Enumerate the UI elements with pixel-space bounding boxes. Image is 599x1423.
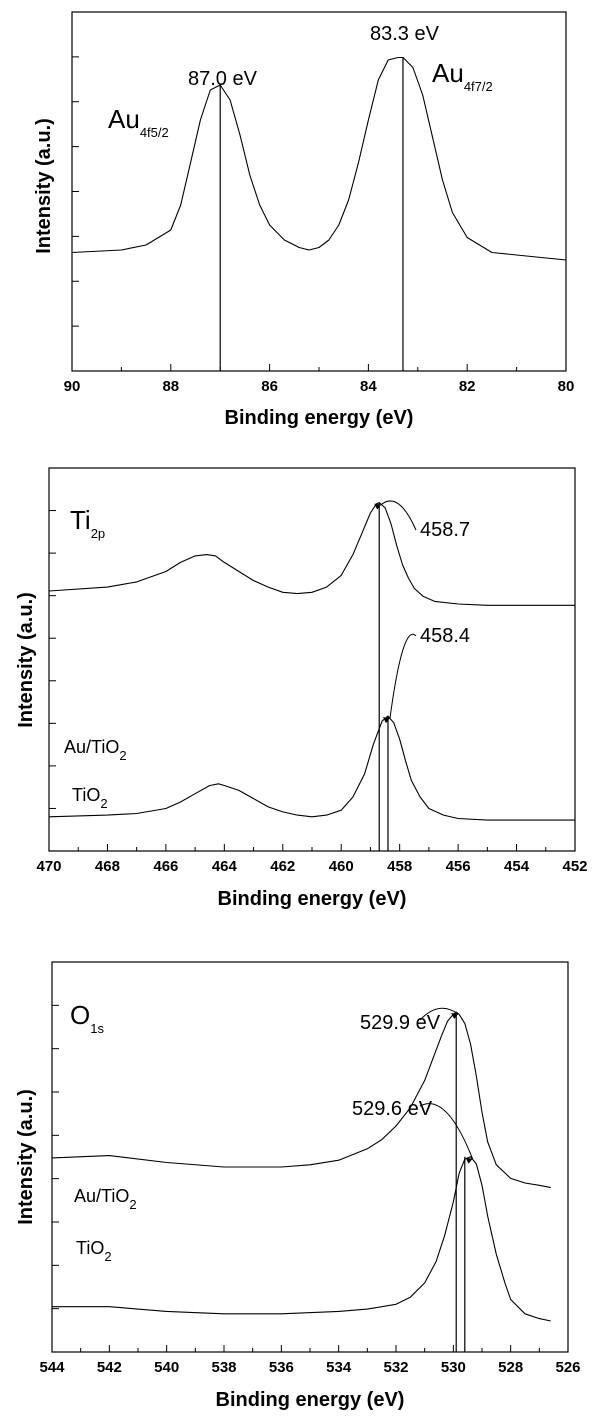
series-label-sub: 2 [119,748,126,763]
y-axis-label: Intensity (a.u.) [15,592,37,728]
peak-label-left: Au4f5/2 [108,104,169,140]
annotation-arrow [380,500,417,531]
x-tick-label: 540 [154,1359,179,1376]
y-ticks [49,510,56,809]
series-line-1 [48,715,575,821]
series-label-sub: 2 [104,1249,111,1264]
panel-label-sub: 1s [90,1021,104,1036]
plot-frame [71,11,567,372]
series-label-sub: 2 [100,796,107,811]
annotation-arrow [419,1103,473,1159]
peak-label-right-sub: 4f7/2 [464,79,493,94]
x-tick-label: 526 [555,1359,580,1376]
annotation-peak-1: 87.0 eV [188,68,258,90]
x-tick-label: 456 [446,858,471,875]
panel-au4f: 90 88 86 84 82 80 87.0 eV 83.3 eV Au4f5/2 Au4… [33,11,575,429]
annotation-peak-1: 458.7 [420,519,470,541]
peak-lines [219,57,404,371]
plot-frame [51,961,569,1353]
annotation-peak-2: 83.3 eV [370,23,440,45]
x-tick-label: 468 [95,858,120,875]
x-tick-label: 88 [162,378,179,395]
x-tick-label: 538 [211,1359,236,1376]
x-tick-label: 464 [212,858,238,875]
x-tick-label: 536 [269,1359,294,1376]
x-tick-label: 534 [326,1359,352,1376]
annotation-arrow [389,633,417,719]
x-axis-label: Binding energy (eV) [225,407,414,429]
x-axis-label: Binding energy (eV) [218,888,407,910]
x-ticks: 470 468 466 464 462 460 458 456 454 452 [36,844,588,875]
annotation-arrow [419,1007,459,1021]
panel-ti2p: 470 468 466 464 462 460 458 456 454 452 458.7 458… [15,467,588,910]
annotation-peak-2: 529.6 eV [352,1098,433,1120]
plot-frame [48,467,576,852]
y-axis-label: Intensity (a.u.) [33,118,55,254]
x-tick-label: 544 [39,1359,65,1376]
x-tick-label: 532 [383,1359,408,1376]
arrow-head-icon [465,1157,473,1164]
x-tick-label: 462 [270,858,295,875]
panel-label: O1s [70,1000,104,1036]
spectra [51,1011,551,1322]
x-ticks: 90 88 86 84 82 80 [64,364,575,395]
x-ticks: 544 542 540 538 536 534 532 530 528 526 [39,1345,581,1376]
series-label-sub: 2 [129,1197,136,1212]
x-tick-label: 470 [36,858,61,875]
spectra [48,502,575,821]
x-tick-label: 86 [261,378,278,395]
series-label-base: Au/TiO [74,1186,129,1206]
x-tick-label: 460 [329,858,354,875]
series-label-tio2: TiO2 [76,1238,112,1264]
peak-label-right: Au4f7/2 [432,58,493,94]
x-tick-label: 82 [459,378,476,395]
panel-label: Ti2p [70,505,105,541]
x-tick-label: 90 [64,378,81,395]
panel-o1s: 544 542 540 538 536 534 532 530 528 526 529.9 eV … [15,961,581,1411]
panel-label-base: O [70,1000,90,1030]
x-tick-label: 458 [387,858,412,875]
series-label-au-tio2: Au/TiO2 [64,737,127,763]
annotation-peak-1: 529.9 eV [360,1012,441,1034]
peak-lines [455,1012,466,1352]
y-ticks [72,56,79,327]
x-tick-label: 84 [360,378,377,395]
series-line-0 [51,1011,551,1189]
annotation-arrows [374,500,417,724]
series-line-1 [52,1156,551,1322]
spectra [71,56,567,261]
x-tick-label: 466 [153,858,178,875]
peak-label-right-base: Au [432,58,464,88]
annotation-peak-2: 458.4 [420,625,470,647]
x-tick-label: 454 [504,858,530,875]
series-line-0 [48,502,575,606]
annotation-arrows [419,1007,473,1164]
series-label-base: TiO [76,1238,104,1258]
x-tick-label: 530 [441,1359,466,1376]
series-label-au-tio2: Au/TiO2 [74,1186,137,1212]
arrow-head-icon [374,503,382,510]
arrow-head-icon [382,717,390,724]
arrow-head-icon [451,1013,459,1019]
x-axis-label: Binding energy (eV) [216,1389,405,1411]
peak-label-left-sub: 4f5/2 [140,125,169,140]
x-tick-label: 452 [562,858,587,875]
x-tick-label: 528 [498,1359,523,1376]
peak-lines [378,502,389,851]
panel-label-sub: 2p [91,526,105,541]
series-line-0 [71,56,567,261]
series-label-base: TiO [72,785,100,805]
peak-label-left-base: Au [108,104,140,134]
y-ticks [52,1004,59,1310]
series-label-base: Au/TiO [64,737,119,757]
panel-label-base: Ti [70,505,91,535]
x-tick-label: 542 [97,1359,122,1376]
x-tick-label: 80 [558,378,575,395]
series-label-tio2: TiO2 [72,785,108,811]
y-axis-label: Intensity (a.u.) [15,1089,37,1225]
